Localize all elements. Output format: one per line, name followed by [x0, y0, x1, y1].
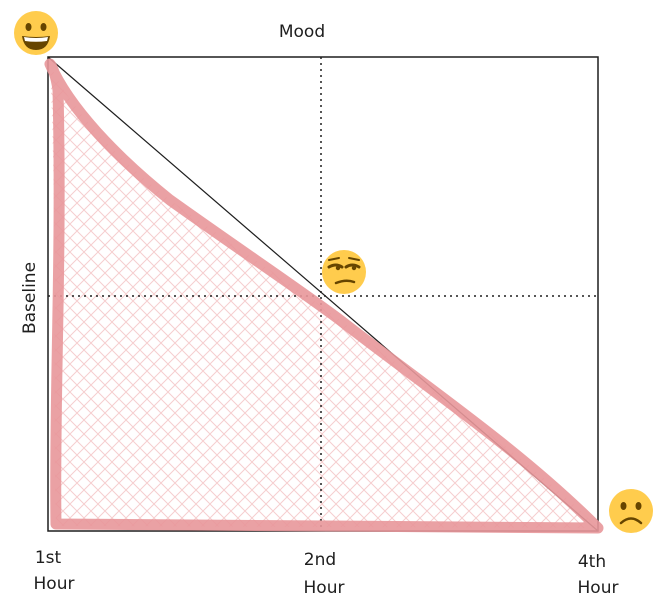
hour-2-label-line2: Hour — [304, 578, 345, 598]
grinning-face-icon — [14, 11, 58, 55]
highlight-outline — [44, 58, 604, 534]
unamused-face-icon — [322, 250, 366, 294]
baseline-label: Baseline — [20, 262, 40, 334]
frowning-face-icon — [609, 489, 653, 533]
hour-4-label-line1: 4th — [578, 552, 606, 572]
hour-2-label-line1: 2nd — [304, 550, 336, 570]
mood-label: Mood — [279, 22, 325, 42]
hour-4-label-line2: Hour — [578, 578, 619, 598]
hour-1-label-line2: Hour — [34, 574, 75, 594]
hour-1-label-line1: 1st — [35, 548, 62, 568]
